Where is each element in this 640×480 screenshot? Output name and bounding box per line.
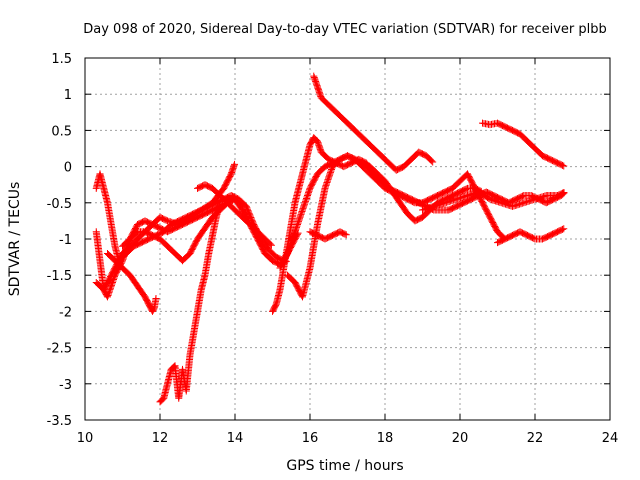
- x-tick-label: 18: [377, 431, 394, 446]
- series-track-11: [310, 72, 437, 174]
- x-tick-label: 20: [452, 431, 469, 446]
- data-point: [231, 160, 239, 168]
- y-tick-labels: 1.5 1 0.5 0 -0.5 -1 -1.5 -2 -2.5 -3 -3.5: [47, 52, 72, 429]
- data-point: [266, 240, 274, 248]
- x-tick-label: 24: [602, 431, 619, 446]
- series-track-8: [269, 134, 568, 315]
- y-tick-label: 0.5: [51, 124, 72, 139]
- y-tick-label: 1: [64, 88, 72, 103]
- y-tick-label: -2: [59, 305, 72, 320]
- y-tick-label: 0: [64, 161, 72, 176]
- series-track-5: [119, 193, 238, 265]
- data-point: [342, 231, 350, 239]
- series-track-13: [479, 119, 568, 170]
- y-tick-label: -2.5: [47, 342, 72, 357]
- x-tick-labels: 10 12 14 16 18 20 22 24: [77, 431, 619, 446]
- y-tick-label: -0.5: [47, 197, 72, 212]
- series-track-14: [494, 225, 568, 247]
- series-track-6: [156, 200, 224, 406]
- data-point: [230, 193, 238, 201]
- data-point: [428, 157, 436, 165]
- x-tick-label: 16: [302, 431, 319, 446]
- series-track-10: [276, 152, 485, 272]
- data-point: [152, 294, 160, 302]
- x-tick-label: 22: [527, 431, 544, 446]
- series-track-15: [419, 188, 568, 214]
- series-track-7: [194, 181, 275, 249]
- y-tick-label: -1: [59, 233, 72, 248]
- series-track-12: [306, 228, 350, 243]
- data-point: [560, 225, 568, 233]
- y-axis-label: SDTVAR / TECUs: [7, 182, 23, 297]
- x-tick-label: 10: [77, 431, 94, 446]
- x-tick-label: 12: [152, 431, 169, 446]
- plot-frame: [84, 57, 611, 421]
- data-points: [92, 72, 568, 406]
- x-tick-label: 14: [227, 431, 244, 446]
- y-tick-label: -1.5: [47, 269, 72, 284]
- x-axis-label: GPS time / hours: [286, 458, 403, 474]
- data-point: [560, 189, 568, 197]
- data-point: [341, 230, 349, 238]
- data-point: [216, 200, 224, 208]
- data-point: [560, 162, 568, 170]
- data-point: [559, 225, 566, 233]
- data-point: [229, 194, 237, 202]
- data-point: [267, 241, 275, 249]
- series-track-4: [104, 249, 160, 315]
- data-point: [429, 158, 437, 166]
- data-point: [559, 189, 566, 197]
- chart-title: Day 098 of 2020, Sidereal Day-to-day VTE…: [83, 22, 607, 37]
- y-tick-label: -3.5: [47, 414, 72, 429]
- y-tick-label: -3: [59, 378, 72, 393]
- y-tick-label: 1.5: [51, 52, 72, 67]
- data-point: [559, 161, 566, 169]
